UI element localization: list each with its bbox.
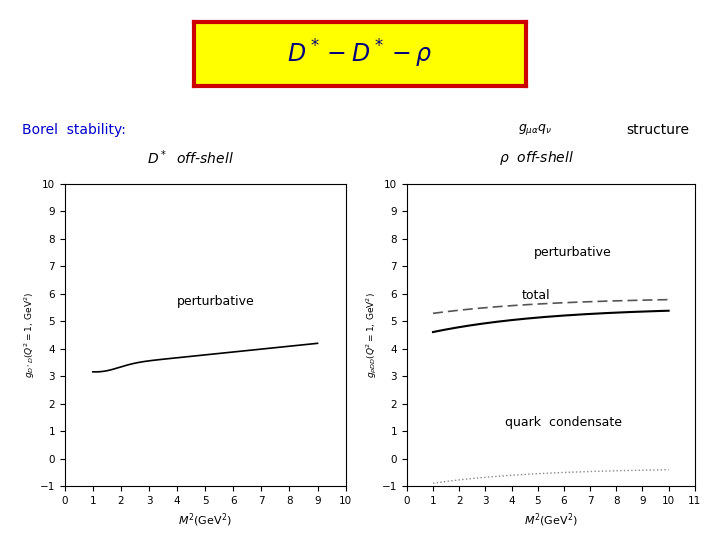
Text: $D^*$  off-shell: $D^*$ off-shell (148, 149, 234, 167)
Text: total: total (522, 288, 551, 301)
Text: Borel  stability:: Borel stability: (22, 123, 125, 137)
Text: $g_{\mu\alpha}q_\nu$: $g_{\mu\alpha}q_\nu$ (518, 122, 553, 137)
Text: $D^* - D^* - \rho$: $D^* - D^* - \rho$ (287, 38, 433, 70)
X-axis label: $M^2(\mathrm{GeV}^2)$: $M^2(\mathrm{GeV}^2)$ (524, 511, 577, 529)
Text: perturbative: perturbative (534, 246, 611, 259)
Y-axis label: $g_{D^*D}(Q^2{=}1,\,\mathrm{GeV}^2)$: $g_{D^*D}(Q^2{=}1,\,\mathrm{GeV}^2)$ (22, 292, 37, 378)
Text: structure: structure (626, 123, 690, 137)
Text: perturbative: perturbative (177, 294, 255, 308)
Text: quark  condensate: quark condensate (505, 415, 622, 429)
Text: $\rho$  off-shell: $\rho$ off-shell (499, 150, 574, 167)
X-axis label: $M^2(\mathrm{GeV}^2)$: $M^2(\mathrm{GeV}^2)$ (179, 511, 232, 529)
Y-axis label: $g_{\rho DD}(Q^2{=}1,\,\mathrm{GeV}^2)$: $g_{\rho DD}(Q^2{=}1,\,\mathrm{GeV}^2)$ (364, 292, 379, 377)
